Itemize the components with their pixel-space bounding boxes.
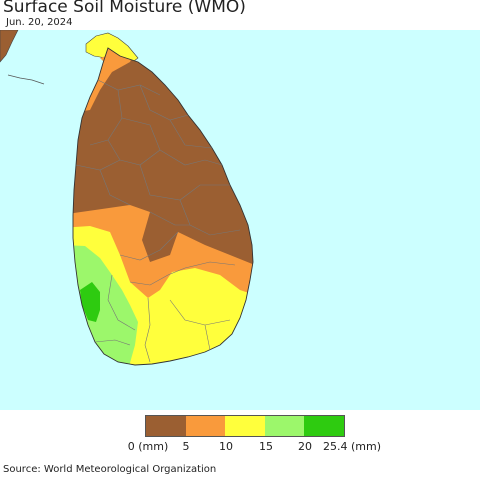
- legend-tick-5: 5: [182, 440, 190, 453]
- india-landmass: [0, 30, 19, 63]
- legend-swatch-15-20: [264, 416, 305, 436]
- legend-tick-20: 20: [298, 440, 312, 453]
- legend-tick-0: 0 (mm): [127, 440, 169, 453]
- zone-darkgreen: [80, 282, 100, 322]
- legend-swatch-0-5: [146, 416, 186, 436]
- legend-tick-10: 10: [219, 440, 233, 453]
- legend-swatch-20-25: [304, 416, 344, 436]
- map-date: Jun. 20, 2024: [6, 17, 73, 28]
- soil-moisture-map: [0, 30, 480, 410]
- district-boundaries: [75, 79, 241, 363]
- map-title: Surface Soil Moisture (WMO): [3, 0, 246, 17]
- legend-swatch-10-15: [225, 416, 265, 436]
- legend-tick-15: 15: [259, 440, 273, 453]
- legend-colorbar: [145, 415, 345, 437]
- adams-bridge: [7, 74, 45, 85]
- island-outline: [72, 47, 254, 366]
- source-credit: Source: World Meteorological Organizatio…: [3, 464, 217, 475]
- legend-swatch-5-10: [185, 416, 226, 436]
- legend-tick-25: 25.4 (mm): [322, 440, 382, 453]
